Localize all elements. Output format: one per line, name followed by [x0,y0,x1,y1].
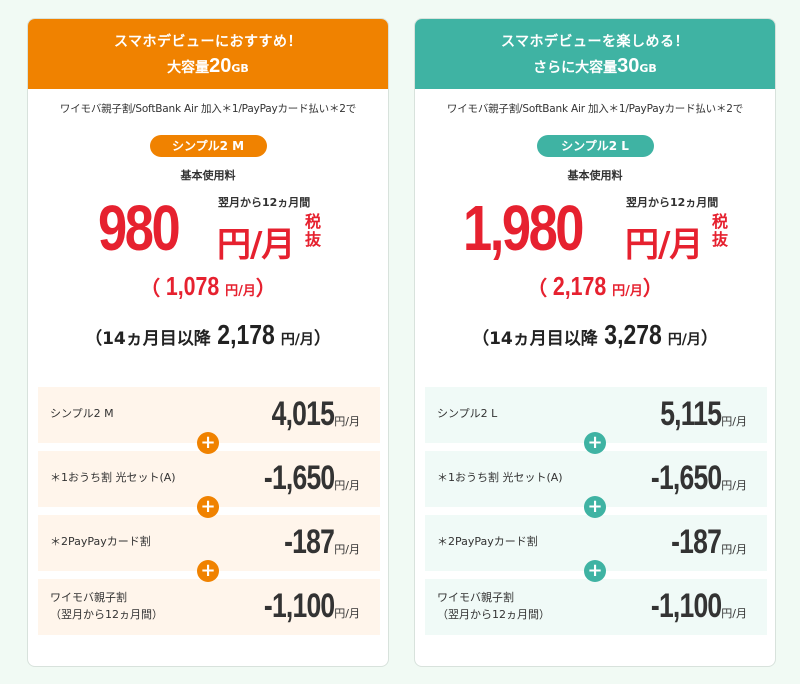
price-breakdown: シンプル2 M 4,015円/月 ＊1おうち割 光セット(A) -1,650円/… [38,387,380,643]
capacity-value: 20 [209,55,232,77]
price-value: 980 [98,192,181,264]
plan-header-capacity: 大容量20GB [167,55,249,77]
plan-header-capacity: さらに大容量30GB [533,55,657,77]
plus-icon: + [584,496,606,518]
breakdown-label: ＊1おうち割 光セット(A) [437,471,563,484]
price-period-note: 翌月から12ヵ月間 [626,196,719,209]
price-unit: 円/月 [217,225,295,265]
plan-header-tagline: スマホデビューを楽しめる！ [500,34,690,50]
price-breakdown: シンプル2 L 5,115円/月 ＊1おうち割 光セット(A) -1,650円/… [425,387,767,643]
breakdown-value: 4,015円/月 [271,395,360,433]
breakdown-label: ＊2PayPayカード割 [437,535,538,548]
price-after-14-months: （14ヵ月目以降 3,278 円/月） [472,319,718,350]
breakdown-row-oyako-wari: ワイモバ親子割 （翌月から12ヵ月間） -1,100円/月 [425,579,767,635]
base-fee-label: 基本使用料 [567,169,623,182]
price-after-14-months: （14ヵ月目以降 2,178 円/月） [85,319,331,350]
plan-header-tagline: スマホデビューにおすすめ！ [113,34,303,50]
discount-condition: ワイモバ親子割/SoftBank Air 加入＊1/PayPayカード払い＊2で [59,103,357,115]
plus-icon: + [584,432,606,454]
breakdown-label: ワイモバ親子割 （翌月から12ヵ月間） [437,591,550,621]
breakdown-value: 5,115円/月 [660,395,747,433]
price-value: 1,980 [463,192,584,264]
tax-included-price: （1,078 円/月） [140,271,276,301]
breakdown-label: ワイモバ親子割 （翌月から12ヵ月間） [50,591,163,621]
price-block: 980 円/月 翌月から12ヵ月間 税抜 [28,191,388,271]
breakdown-value: -1,650円/月 [263,459,360,497]
breakdown-label: ＊2PayPayカード割 [50,535,151,548]
price-period-note: 翌月から12ヵ月間 [218,196,311,209]
tax-excluded-label: 税抜 [711,212,728,249]
breakdown-row-oyako-wari: ワイモバ親子割 （翌月から12ヵ月間） -1,100円/月 [38,579,380,635]
price-unit: 円/月 [625,225,703,265]
plus-icon: + [197,432,219,454]
tax-excluded-label: 税抜 [304,212,321,249]
plan-header: スマホデビューにおすすめ！ 大容量20GB [28,19,388,89]
base-fee-label: 基本使用料 [180,169,236,182]
breakdown-value: -1,650円/月 [650,459,747,497]
price-block: 1,980 円/月 翌月から12ヵ月間 税抜 [415,191,775,271]
plus-icon: + [197,560,219,582]
breakdown-value: -187円/月 [284,523,360,561]
breakdown-value: -1,100円/月 [263,587,360,625]
plan-name-pill: シンプル2 M [149,135,267,157]
breakdown-label: ＊1おうち割 光セット(A) [50,471,176,484]
plus-icon: + [197,496,219,518]
breakdown-value: -187円/月 [671,523,747,561]
breakdown-label: シンプル2 M [50,407,114,420]
capacity-value: 30 [617,55,640,77]
plan-header: スマホデビューを楽しめる！ さらに大容量30GB [415,19,775,89]
plan-card-simple2-l: スマホデビューを楽しめる！ さらに大容量30GB ワイモバ親子割/SoftBan… [414,18,776,667]
plan-card-simple2-m: スマホデビューにおすすめ！ 大容量20GB ワイモバ親子割/SoftBank A… [27,18,389,667]
plus-icon: + [584,560,606,582]
breakdown-label: シンプル2 L [437,407,498,420]
breakdown-value: -1,100円/月 [650,587,747,625]
discount-condition: ワイモバ親子割/SoftBank Air 加入＊1/PayPayカード払い＊2で [446,103,744,115]
tax-included-price: （2,178 円/月） [527,271,663,301]
plan-name-pill: シンプル2 L [536,135,654,157]
